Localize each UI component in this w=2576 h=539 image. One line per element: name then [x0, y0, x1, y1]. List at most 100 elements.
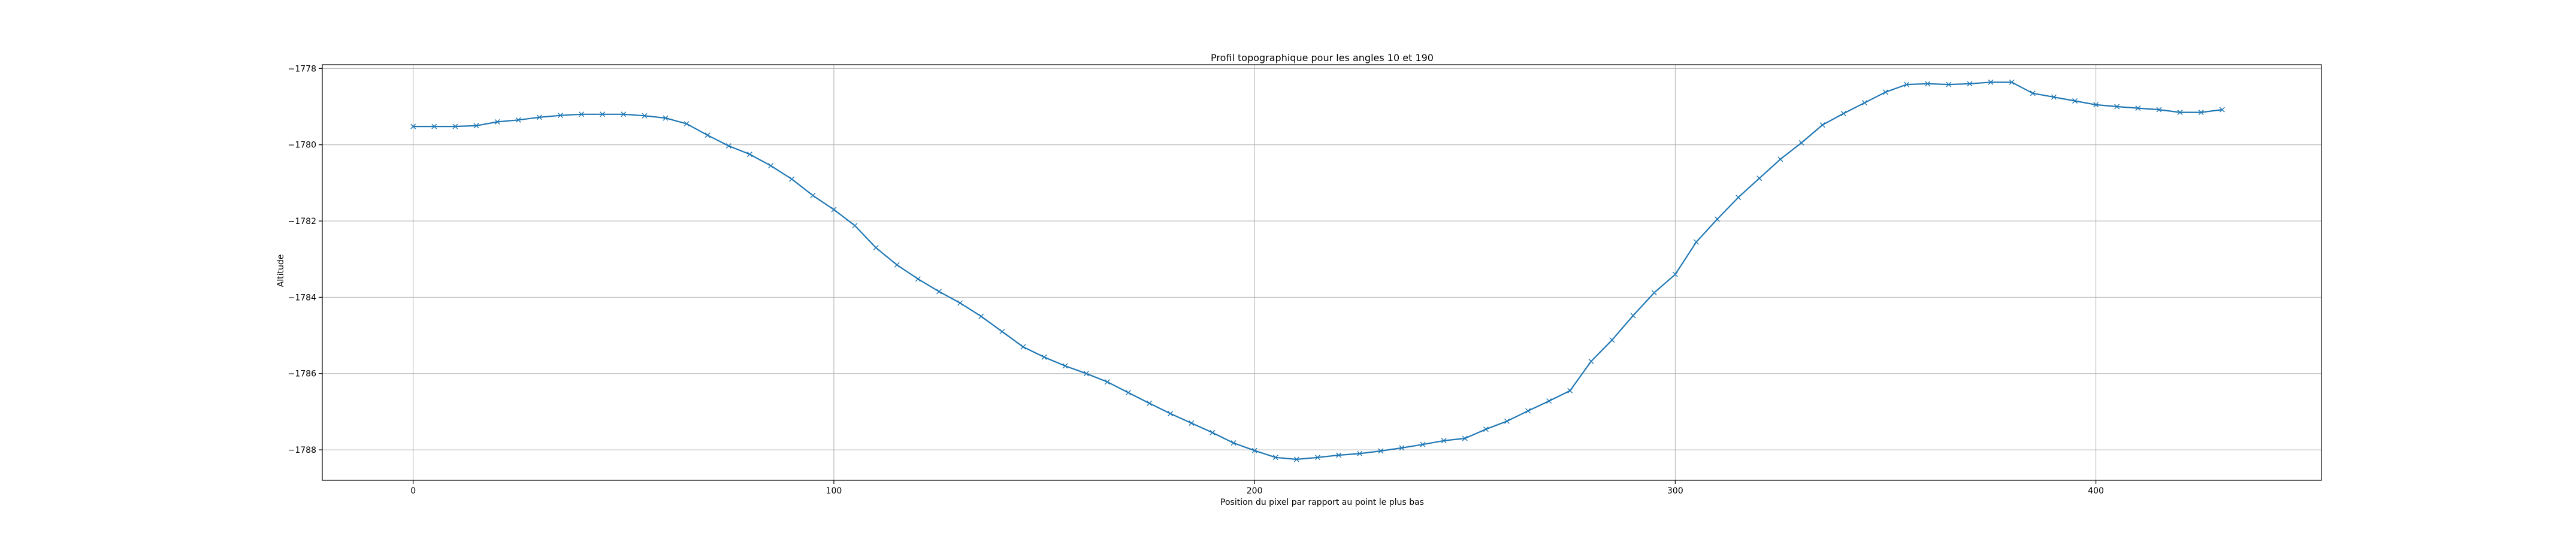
data-point-marker — [1462, 435, 1468, 441]
data-point-marker — [1546, 398, 1552, 404]
data-point-marker — [1861, 100, 1867, 106]
data-point-marker — [1041, 354, 1047, 360]
data-point-marker — [536, 114, 542, 120]
data-point-marker — [1988, 79, 1994, 85]
data-point-marker — [1693, 239, 1699, 245]
data-point-marker — [621, 111, 627, 117]
data-point-marker — [725, 143, 731, 149]
data-point-marker — [2093, 102, 2099, 108]
data-point-marker — [2177, 110, 2183, 116]
data-point-marker — [1083, 371, 1089, 377]
data-point-marker — [452, 123, 458, 129]
data-point-marker — [810, 192, 816, 198]
data-point-marker — [873, 245, 879, 251]
data-point-marker — [1441, 438, 1447, 444]
data-point-marker — [1567, 387, 1573, 393]
chart-title: Profil topographique pour les angles 10 … — [1211, 52, 1434, 63]
x-tick-label: 200 — [1247, 486, 1263, 496]
x-tick-label: 400 — [2088, 486, 2104, 496]
data-point-marker — [1230, 440, 1236, 446]
y-tick-label: −1780 — [288, 141, 316, 150]
y-tick-label: −1778 — [288, 64, 316, 74]
data-point-marker — [494, 119, 500, 125]
x-tick-label: 100 — [826, 486, 842, 496]
data-point-marker — [936, 289, 942, 295]
data-point-marker — [1272, 455, 1278, 461]
data-point-marker — [1378, 448, 1384, 454]
data-point-marker — [894, 262, 900, 268]
data-point-marker — [1882, 89, 1888, 95]
data-point-marker — [579, 111, 585, 117]
y-tick-label: −1788 — [288, 446, 316, 455]
data-point-marker — [957, 300, 963, 306]
data-point-marker — [999, 329, 1005, 335]
data-point-marker — [1588, 358, 1594, 364]
data-point-marker — [1125, 390, 1131, 396]
data-point-marker — [2114, 104, 2120, 110]
data-point-marker — [1399, 445, 1405, 451]
data-point-marker — [557, 113, 563, 119]
data-point-marker — [1651, 290, 1657, 296]
y-axis-label: Altitude — [276, 255, 286, 287]
data-point-marker — [2135, 105, 2141, 111]
data-point-marker — [1904, 81, 1910, 87]
y-tick-label: −1784 — [288, 293, 316, 302]
data-point-marker — [705, 132, 710, 138]
data-point-marker — [852, 223, 858, 229]
data-point-marker — [1609, 337, 1615, 343]
data-point-marker — [1251, 447, 1257, 453]
data-series — [410, 79, 2225, 462]
data-point-marker — [684, 121, 690, 127]
data-point-marker — [2156, 107, 2162, 113]
data-point-marker — [2030, 90, 2036, 96]
data-point-marker — [831, 207, 837, 213]
data-point-marker — [1504, 418, 1510, 424]
data-point-marker — [1967, 81, 1973, 87]
data-point-marker — [1147, 400, 1153, 406]
data-point-marker — [1630, 313, 1636, 319]
data-point-marker — [410, 123, 416, 129]
data-point-marker — [1756, 175, 1762, 181]
data-point-marker — [1483, 426, 1489, 432]
data-point-marker — [431, 123, 437, 129]
data-point-marker — [1293, 456, 1299, 462]
data-point-marker — [1715, 216, 1721, 222]
data-point-marker — [1777, 156, 1783, 162]
data-point-marker — [1798, 140, 1804, 146]
data-point-marker — [1420, 441, 1426, 447]
data-point-marker — [642, 113, 648, 119]
data-point-marker — [2198, 110, 2204, 116]
x-axis-ticks: 0 100 200 300 400 — [410, 480, 2104, 496]
data-point-marker — [1104, 379, 1110, 385]
data-point-marker — [2051, 94, 2057, 100]
data-point-marker — [1925, 81, 1931, 87]
data-point-marker — [768, 163, 774, 169]
data-point-marker — [1525, 408, 1531, 414]
data-point-marker — [978, 313, 984, 319]
data-point-marker — [789, 176, 795, 182]
y-tick-label: −1782 — [288, 217, 316, 226]
y-axis-ticks: −1778 −1780 −1782 −1784 −1786 −1788 — [288, 64, 322, 455]
data-point-marker — [2072, 98, 2078, 104]
data-point-marker — [515, 117, 521, 123]
data-point-marker — [1840, 111, 1846, 116]
data-point-marker — [1020, 344, 1026, 350]
x-tick-label: 300 — [1667, 486, 1683, 496]
data-point-marker — [2219, 107, 2225, 113]
data-point-marker — [1062, 363, 1068, 369]
data-point-marker — [1946, 81, 1952, 87]
data-point-marker — [600, 111, 606, 117]
data-point-marker — [2009, 79, 2015, 85]
data-point-marker — [1168, 411, 1174, 417]
grid-lines — [322, 65, 2321, 480]
x-axis-label: Position du pixel par rapport au point l… — [1220, 498, 1424, 507]
y-tick-label: −1786 — [288, 370, 316, 379]
data-point-marker — [915, 276, 921, 282]
data-point-marker — [1210, 429, 1216, 435]
data-point-marker — [1314, 455, 1320, 461]
data-point-marker — [473, 123, 479, 129]
data-point-marker — [1189, 420, 1195, 426]
